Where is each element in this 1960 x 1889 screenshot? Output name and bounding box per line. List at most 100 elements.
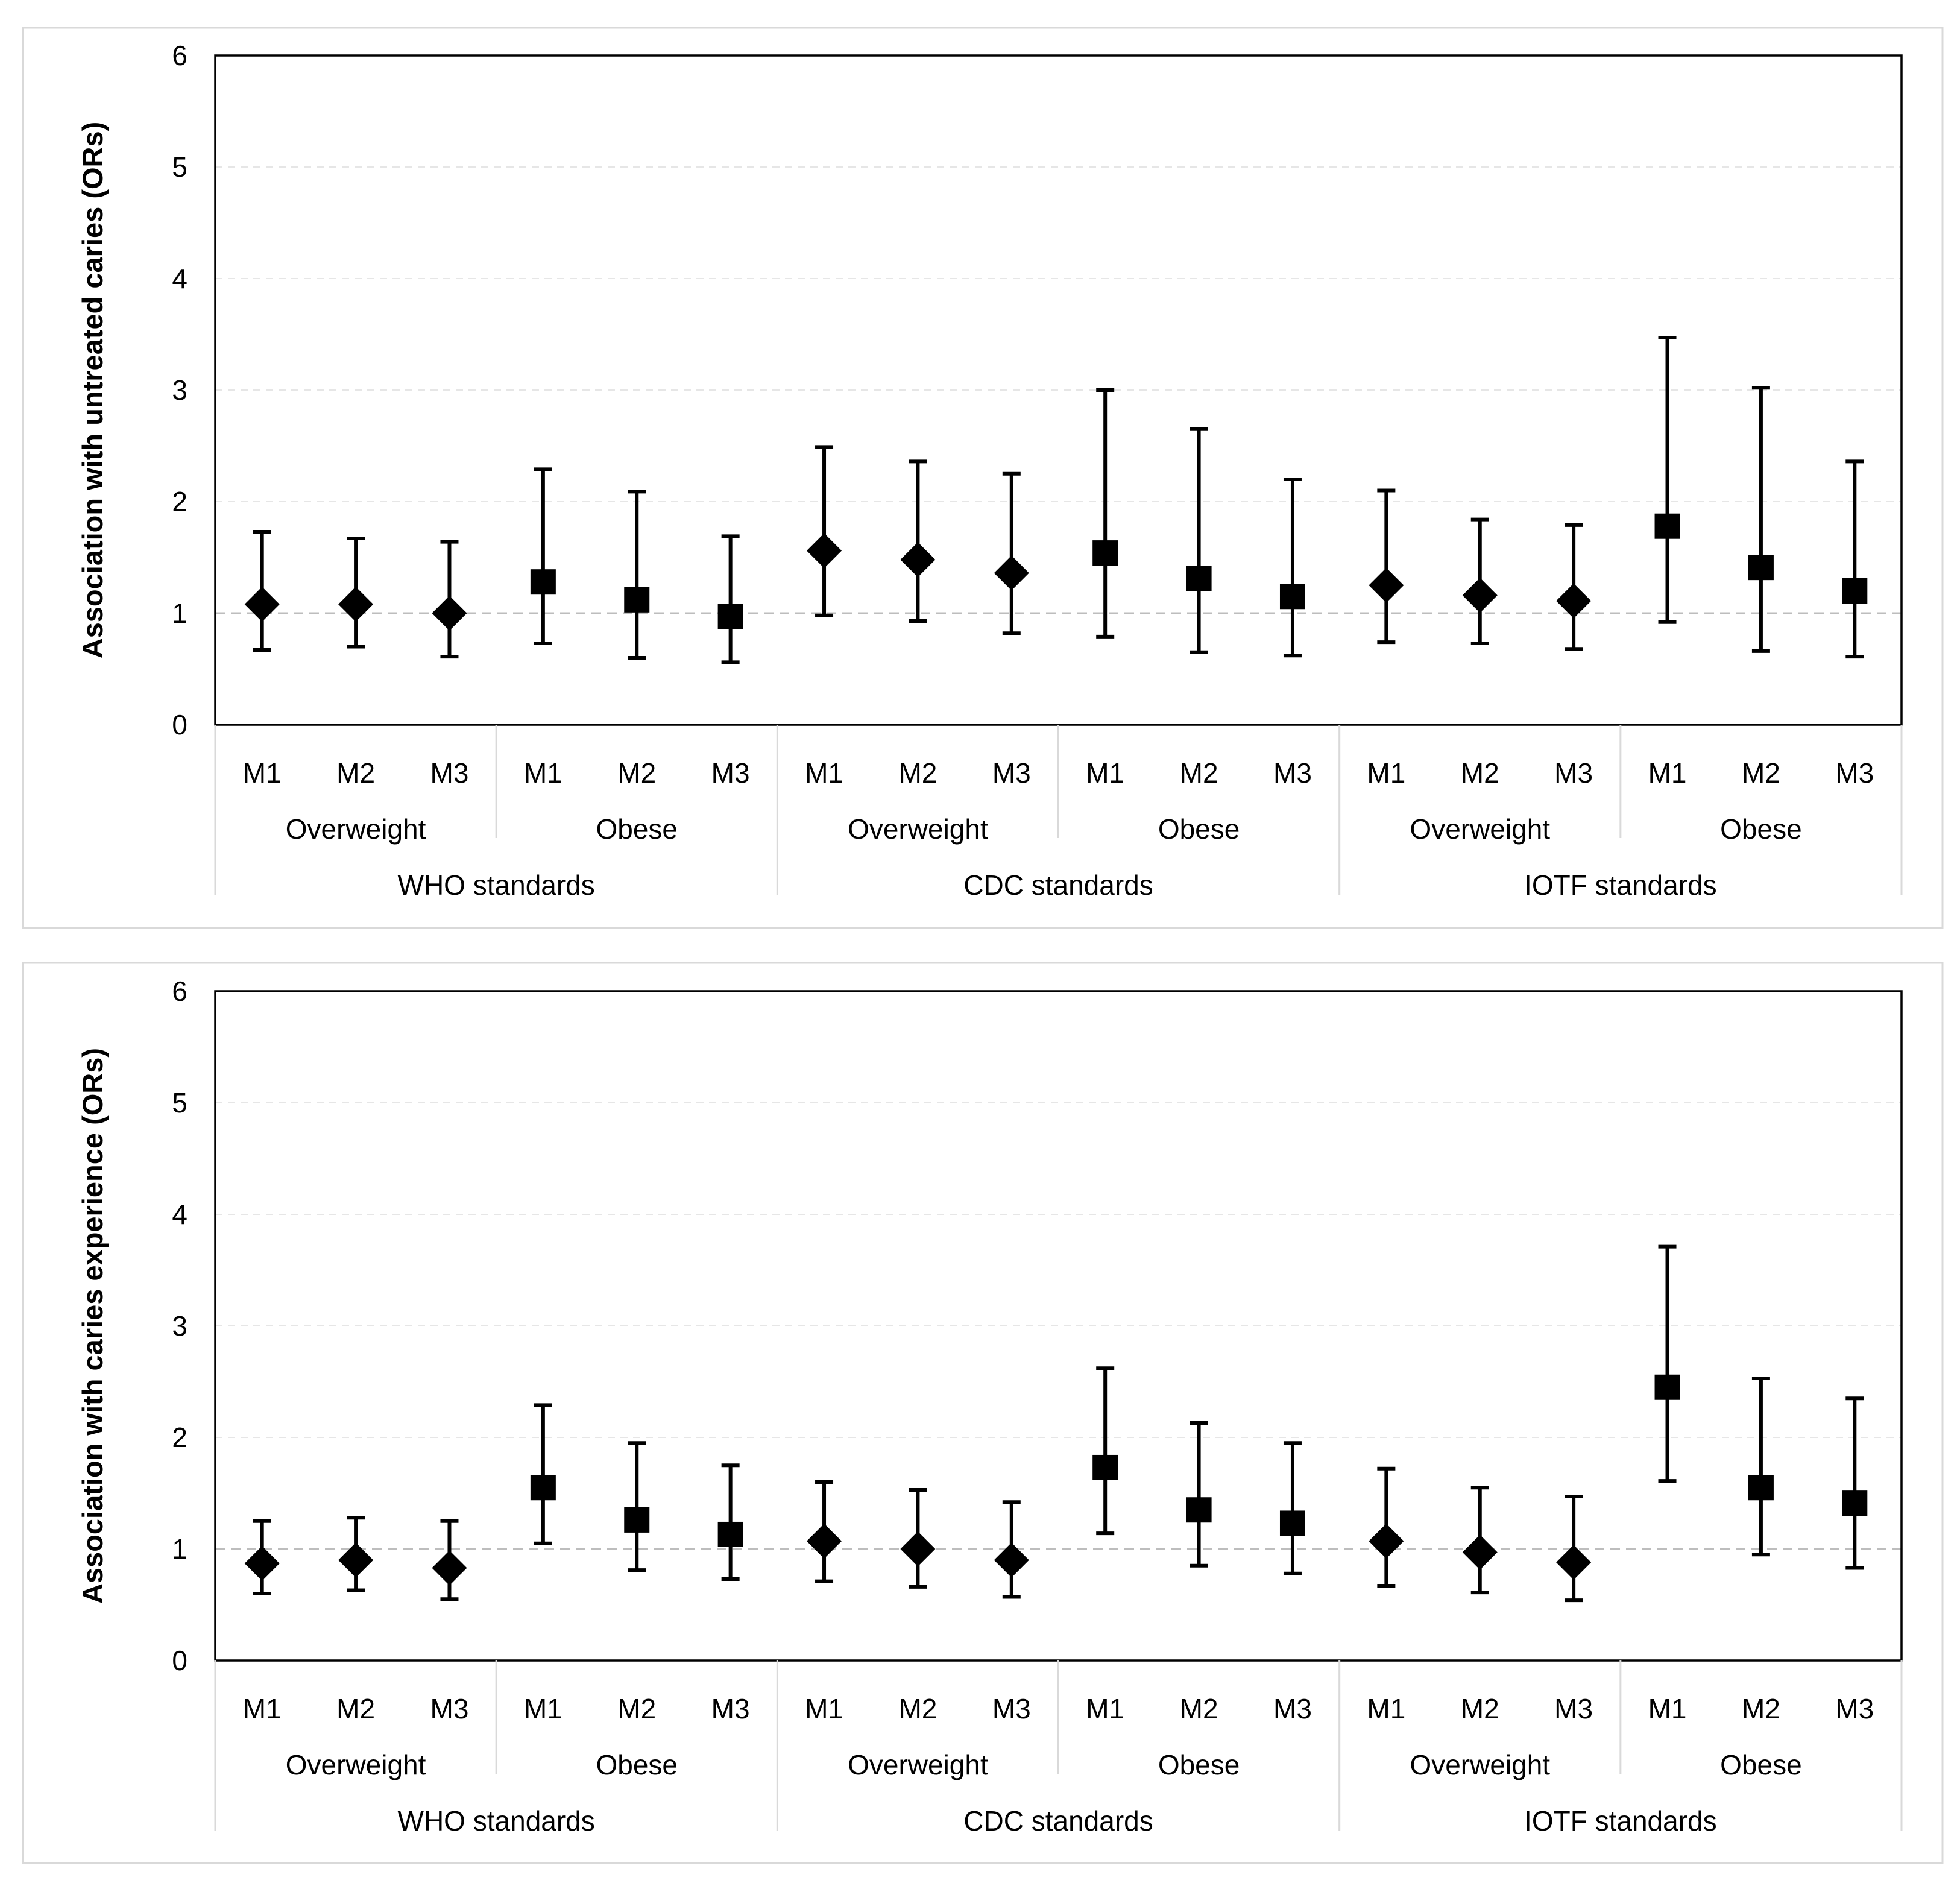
standard-label: CDC standards — [963, 1805, 1153, 1837]
group-label: Overweight — [848, 1749, 988, 1780]
y-tick-label: 4 — [172, 1199, 187, 1230]
x-tick-label: M1 — [243, 757, 282, 789]
data-point-square — [1092, 540, 1118, 566]
x-tick-label: M1 — [524, 1693, 562, 1724]
y-tick-label: 5 — [172, 1087, 187, 1118]
x-tick-label: M1 — [1648, 1693, 1687, 1724]
x-tick-label: M1 — [1086, 1693, 1124, 1724]
x-tick-label: M3 — [1835, 757, 1874, 789]
standard-label: IOTF standards — [1524, 869, 1717, 901]
data-point-square — [1186, 1497, 1212, 1523]
data-point-square — [1842, 578, 1868, 604]
group-label: Obese — [1720, 813, 1802, 845]
data-point-diamond — [338, 1542, 374, 1578]
data-point-diamond — [994, 555, 1029, 591]
x-tick-label: M2 — [1742, 1693, 1780, 1724]
x-tick-label: M1 — [805, 757, 843, 789]
x-tick-label: M3 — [1554, 1693, 1593, 1724]
x-tick-label: M2 — [617, 757, 656, 789]
data-point-square — [717, 1521, 743, 1547]
x-tick-label: M2 — [1180, 1693, 1218, 1724]
x-tick-label: M1 — [524, 757, 562, 789]
data-point-square — [1279, 1510, 1305, 1536]
data-point-diamond — [432, 596, 467, 631]
data-point-diamond — [994, 1542, 1029, 1578]
data-point-diamond — [244, 587, 280, 622]
y-tick-label: 5 — [172, 151, 187, 183]
panel-border — [22, 962, 1944, 1864]
group-label: Overweight — [1410, 1749, 1550, 1780]
x-tick-label: M2 — [898, 1693, 937, 1724]
x-tick-label: M3 — [430, 757, 469, 789]
data-point-square — [1092, 1454, 1118, 1480]
x-tick-label: M1 — [243, 1693, 282, 1724]
x-tick-label: M2 — [898, 757, 937, 789]
data-point-square — [530, 1475, 556, 1501]
x-tick-label: M1 — [805, 1693, 843, 1724]
y-tick-label: 4 — [172, 263, 187, 294]
y-tick-label: 6 — [172, 40, 187, 71]
x-tick-label: M3 — [711, 757, 750, 789]
x-tick-label: M2 — [1461, 757, 1499, 789]
group-label: Overweight — [286, 813, 426, 845]
panel-border — [22, 27, 1944, 929]
group-label: Obese — [596, 1749, 678, 1780]
x-tick-label: M1 — [1367, 757, 1405, 789]
group-label: Overweight — [1410, 813, 1550, 845]
data-point-square — [1654, 1374, 1680, 1400]
chart-panel-1: 0 1 2 3 4 5 6 Association with untreated caries… — [22, 27, 1944, 929]
y-axis-label: Association with untreated caries (ORs) — [77, 122, 109, 659]
y-tick-label: 3 — [172, 374, 187, 406]
data-point-square — [530, 569, 556, 595]
y-tick-label: 6 — [172, 976, 187, 1007]
x-tick-label: M3 — [430, 1693, 469, 1724]
standard-label: CDC standards — [963, 869, 1153, 901]
data-point-square — [1186, 566, 1212, 591]
x-tick-label: M1 — [1086, 757, 1124, 789]
data-point-square — [717, 604, 743, 629]
data-point-diamond — [432, 1550, 467, 1586]
standard-label: WHO standards — [398, 869, 595, 901]
x-tick-label: M3 — [992, 757, 1031, 789]
data-point-square — [1654, 513, 1680, 539]
y-tick-label: 0 — [172, 1645, 187, 1676]
data-point-diamond — [900, 1531, 936, 1566]
y-tick-label: 1 — [172, 1533, 187, 1565]
group-label: Overweight — [848, 813, 988, 845]
y-tick-label: 0 — [172, 709, 187, 740]
data-point-diamond — [1369, 567, 1404, 603]
y-tick-label: 3 — [172, 1310, 187, 1342]
x-tick-label: M2 — [336, 1693, 375, 1724]
x-tick-label: M3 — [1273, 757, 1312, 789]
y-axis-label: Association with caries experience (ORs) — [77, 1048, 109, 1604]
y-tick-label: 1 — [172, 598, 187, 629]
data-point-diamond — [807, 533, 842, 569]
data-point-square — [624, 1507, 650, 1533]
data-point-diamond — [900, 542, 936, 578]
group-label: Obese — [1720, 1749, 1802, 1780]
x-tick-label: M3 — [1835, 1693, 1874, 1724]
data-point-square — [624, 587, 650, 613]
data-point-square — [1279, 584, 1305, 610]
data-point-diamond — [1556, 1545, 1592, 1580]
group-label: Obese — [1158, 813, 1240, 845]
x-tick-label: M2 — [1461, 1693, 1499, 1724]
x-tick-label: M1 — [1648, 757, 1687, 789]
data-point-square — [1842, 1490, 1868, 1516]
data-point-diamond — [1462, 1534, 1498, 1570]
x-tick-label: M2 — [617, 1693, 656, 1724]
data-point-diamond — [1462, 578, 1498, 613]
data-point-diamond — [1556, 583, 1592, 619]
chart-panel-2: 0 1 2 3 4 5 6 Association with caries experienc… — [22, 962, 1944, 1864]
x-tick-label: M3 — [1554, 757, 1593, 789]
data-point-square — [1748, 555, 1774, 581]
x-tick-label: M3 — [711, 1693, 750, 1724]
data-point-diamond — [1369, 1524, 1404, 1559]
group-label: Overweight — [286, 1749, 426, 1780]
standard-label: IOTF standards — [1524, 1805, 1717, 1837]
x-tick-label: M2 — [1180, 757, 1218, 789]
data-point-diamond — [807, 1524, 842, 1559]
data-point-diamond — [244, 1546, 280, 1582]
